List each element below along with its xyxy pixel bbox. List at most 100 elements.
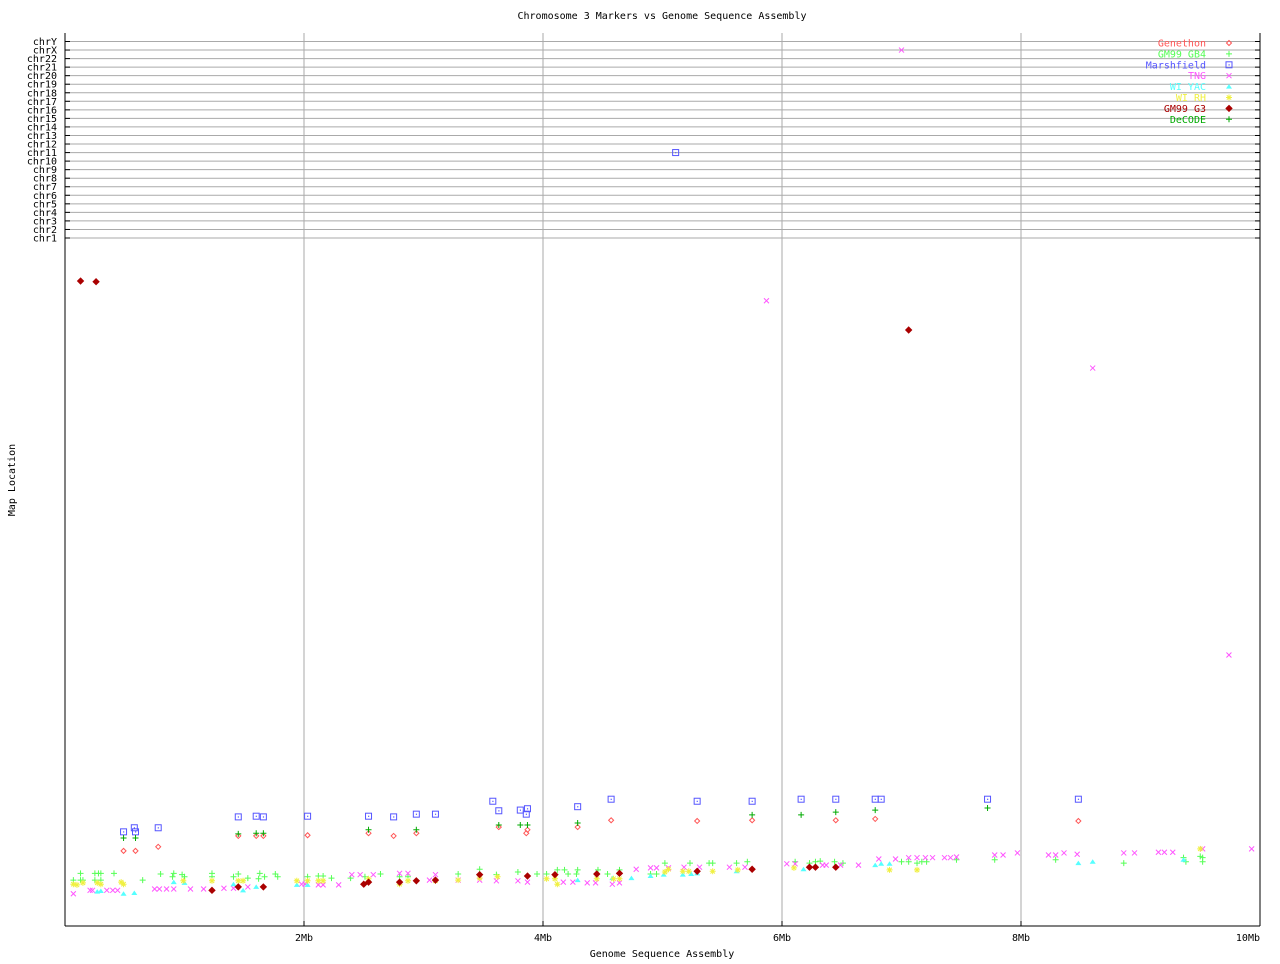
point-tng [763,297,770,304]
square-marker-outline [390,813,398,821]
point-decode [120,834,127,841]
square-marker-dot [696,800,698,802]
y-tick-label: chr5 [33,199,57,210]
point-tng [584,879,591,886]
point-wi-yac [131,890,138,896]
y-tick-label: chr8 [33,174,57,185]
x-axis-label: Genome Sequence Assembly [590,949,735,960]
y-tick-label: chr15 [27,114,57,125]
point-tng [742,864,748,871]
point-decode [832,809,839,816]
legend-label-wi-yac: WI YAC [1170,82,1206,93]
point-marshfield [871,795,879,803]
point-tng [493,877,500,884]
point-gm99-gb4 [235,871,242,877]
x-tick-label: 10Mb [1236,933,1260,944]
point-wi-rh [293,877,300,884]
point-marshfield [748,797,756,805]
point-genethon [832,817,839,824]
point-marshfield [832,795,840,803]
point-tng [432,871,439,878]
point-tng [991,852,998,858]
square-marker-dot [526,808,529,810]
point-wi-yac [628,875,635,881]
point-marshfield [1074,795,1082,803]
point-gm99-gb4 [170,870,177,877]
point-genethon [607,817,615,824]
point-decode [984,805,991,812]
y-tick-label: chr17 [27,97,57,108]
point-gm99-gb4 [139,877,146,884]
point-wi-rh [97,881,104,888]
point-tng [616,879,623,886]
point-wi-yac [1089,859,1096,864]
point-decode [413,826,420,833]
point-wi-rh [554,881,561,888]
point-tng [892,856,899,862]
x-tick-label: 8Mb [1012,933,1030,944]
point-tng [560,879,567,886]
point-gm99-gb4 [274,873,281,880]
point-wi-rh [886,866,893,873]
square-marker-outline [120,828,128,836]
point-genethon [260,832,267,840]
square-marker-outline [234,813,242,821]
point-tng-chrX [898,47,905,53]
point-gm99-gb4 [831,858,838,865]
y-tick-label: chr16 [27,105,57,116]
square-marker-outline [259,813,267,821]
square-marker-dot [133,827,136,829]
point-gm99-g3 [811,863,820,871]
point-gm99-gb4 [923,858,930,865]
point-gm99-gb4 [255,875,262,882]
y-tick-label: chr1 [33,234,57,245]
y-tick-label: chr14 [27,122,57,133]
point-tng [1089,365,1096,371]
square-marker-dot [1228,64,1230,66]
point-tng [1014,850,1021,856]
point-wi-rh [1197,845,1204,852]
point-gm99-g3 [431,876,440,884]
series-wi-rh [70,845,1204,888]
point-marshfield [516,806,524,814]
square-marker-outline [130,824,138,832]
point-tng [244,884,251,890]
point-gm99-gb4 [256,870,263,877]
square-marker-outline [154,824,162,832]
point-tng [370,871,377,878]
point-gm99-gb4 [914,860,921,867]
point-genethon [693,817,701,825]
legend-marker-tng [1226,72,1232,79]
point-wi-rh [240,877,247,884]
point-tng [1248,845,1255,852]
point-gm99-g3 [615,869,624,878]
point-marshfield [259,813,267,821]
square-marker-dot [519,809,521,811]
point-marshfield [412,810,420,818]
square-marker-dot [880,798,882,800]
point-gm99-g3 [208,886,216,895]
point-marshfield [365,812,373,820]
point-genethon [524,826,531,834]
point-wi-yac [688,871,695,876]
point-decode [524,822,531,829]
point-wi-rh [235,877,242,884]
square-marker-dot [237,816,239,818]
point-gm99-gb4 [898,858,905,865]
point-gm99-gb4 [953,856,960,863]
x-tick-label: 6Mb [773,933,791,944]
point-wi-rh [304,877,311,884]
point-gm99-g3 [395,878,404,886]
point-gm99-gb4 [604,871,611,877]
square-marker-outline [877,795,885,803]
point-tng [653,865,660,871]
point-decode [798,811,805,818]
square-marker-outline [574,803,582,811]
y-tick-label: chr12 [27,140,57,151]
point-gm99-gb4 [110,870,117,877]
point-wi-yac [886,861,893,866]
point-wi-rh [315,877,322,884]
point-tng [941,854,948,861]
point-tng [426,877,433,883]
point-gm99-gb4 [169,873,176,880]
